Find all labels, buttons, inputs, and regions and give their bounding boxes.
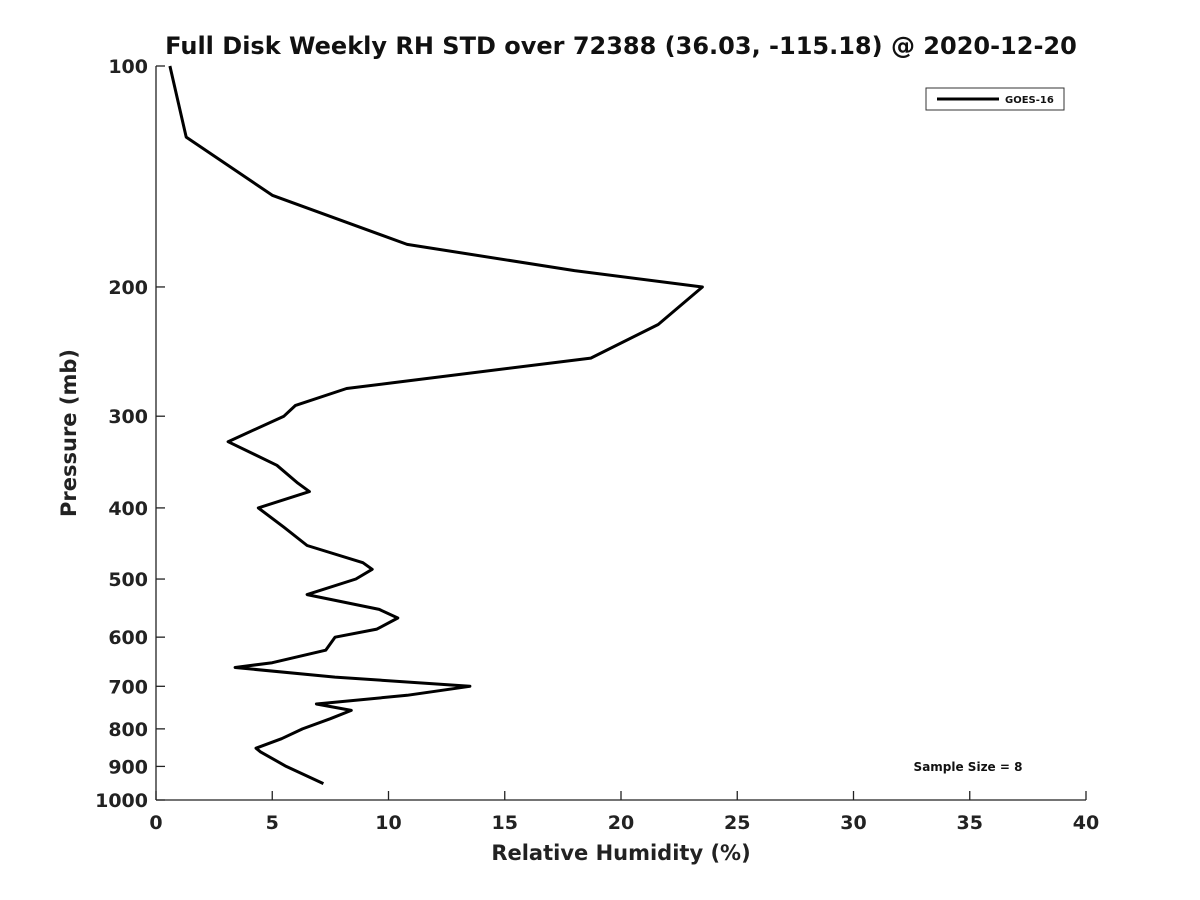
x-tick-label: 35 (957, 812, 983, 834)
x-tick-label: 25 (724, 812, 750, 834)
x-tick-label: 5 (266, 812, 279, 834)
y-tick-label: 1000 (95, 790, 148, 812)
y-tick-label: 200 (108, 277, 148, 299)
y-tick-label: 900 (108, 756, 148, 778)
x-axis-label: Relative Humidity (%) (491, 841, 750, 865)
y-tick-label: 100 (108, 56, 148, 78)
x-axis-ticks: 0 5 10 15 20 25 30 35 40 (149, 791, 1099, 834)
legend: GOES-16 (925, 87, 1065, 111)
sample-size-annotation: Sample Size = 8 (914, 760, 1023, 774)
y-tick-label: 300 (108, 406, 148, 428)
y-tick-label: 700 (108, 676, 148, 698)
x-tick-label: 30 (840, 812, 866, 834)
y-tick-label: 400 (108, 498, 148, 520)
y-tick-label: 600 (108, 627, 148, 649)
y-tick-label: 800 (108, 719, 148, 741)
chart-title: Full Disk Weekly RH STD over 72388 (36.0… (165, 32, 1077, 60)
y-axis-ticks: 100 200 300 400 500 600 700 800 900 1000 (95, 56, 165, 812)
y-axis-label: Pressure (mb) (57, 349, 81, 517)
series-line-goes-16 (168, 65, 704, 785)
x-tick-label: 20 (608, 812, 634, 834)
legend-label-goes-16: GOES-16 (1005, 95, 1054, 106)
x-tick-label: 15 (492, 812, 518, 834)
y-tick-label: 500 (108, 569, 148, 591)
x-tick-label: 0 (149, 812, 162, 834)
x-tick-label: 10 (375, 812, 401, 834)
x-tick-label: 40 (1073, 812, 1099, 834)
